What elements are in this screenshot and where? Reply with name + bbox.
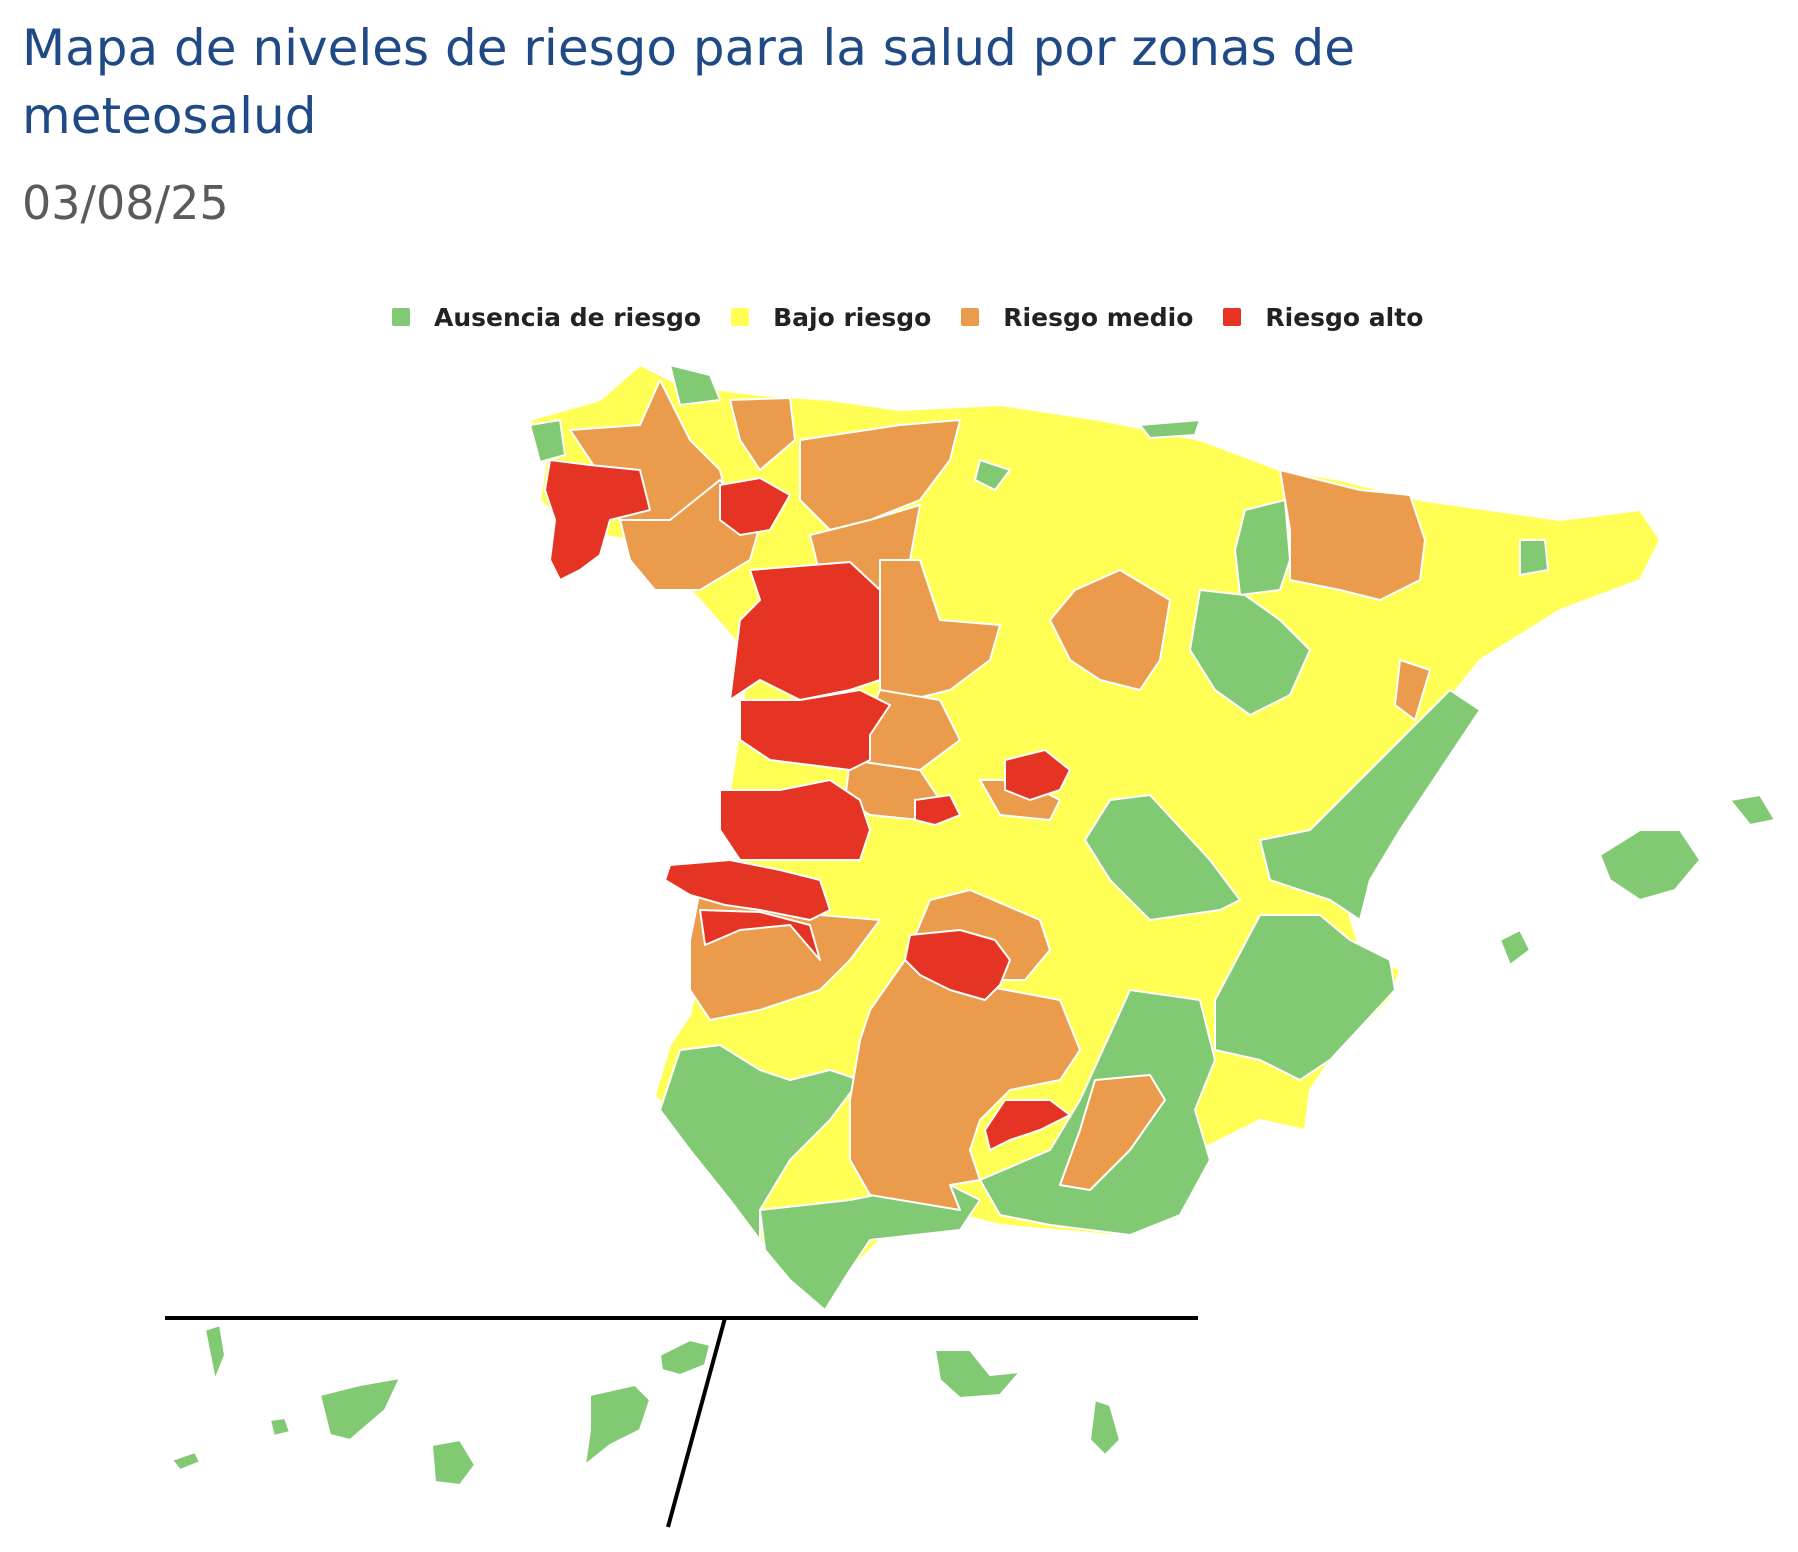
map-region-red[interactable] xyxy=(664,859,831,921)
legend-swatch-yellow xyxy=(731,308,750,326)
page-title: Mapa de niveles de riesgo para la salud … xyxy=(22,19,1356,145)
map-region-green[interactable] xyxy=(659,1044,861,1241)
map-region-orange[interactable] xyxy=(729,397,796,471)
map-region-ceuta[interactable] xyxy=(934,1349,1021,1399)
map-region-red[interactable] xyxy=(699,909,821,961)
map-region-orange[interactable] xyxy=(1049,569,1171,691)
map-region-red[interactable] xyxy=(544,459,651,581)
map-region-fuerteventura[interactable] xyxy=(584,1384,651,1466)
map-region-ibiza[interactable] xyxy=(1499,929,1531,966)
map-region-menorca[interactable] xyxy=(1729,794,1776,826)
legend-item-medio[interactable]: Riesgo medio xyxy=(961,303,1193,332)
legend-label: Riesgo alto xyxy=(1265,302,1424,332)
map-region-orange[interactable] xyxy=(799,419,961,531)
legend-item-ausencia[interactable]: Ausencia de riesgo xyxy=(392,303,701,332)
map-region-green[interactable] xyxy=(1234,499,1291,596)
map-region-mallorca[interactable] xyxy=(1599,829,1701,901)
map-region-red[interactable] xyxy=(984,1099,1071,1151)
map-region-green[interactable] xyxy=(1189,589,1311,716)
map-region-melilla[interactable] xyxy=(1089,1399,1121,1456)
map-region-orange[interactable] xyxy=(849,959,1081,1211)
legend-label: Ausencia de riesgo xyxy=(434,302,702,332)
map-region-grancanaria[interactable] xyxy=(431,1439,476,1486)
map-region-orange[interactable] xyxy=(1279,469,1426,601)
map-region-red[interactable] xyxy=(904,929,1011,1001)
map-region-green[interactable] xyxy=(669,364,721,406)
map-legend: Ausencia de riesgo Bajo riesgo Riesgo me… xyxy=(392,300,1453,334)
inset-frame xyxy=(165,1316,1198,1528)
legend-item-bajo[interactable]: Bajo riesgo xyxy=(731,303,931,332)
legend-item-alto[interactable]: Riesgo alto xyxy=(1223,303,1423,332)
map-region-green[interactable] xyxy=(974,459,1011,491)
legend-label: Riesgo medio xyxy=(1003,302,1194,332)
map-region-red[interactable] xyxy=(1004,749,1071,801)
legend-swatch-red xyxy=(1223,308,1242,326)
map-region-green[interactable] xyxy=(1214,914,1396,1081)
map-region-lapalma[interactable] xyxy=(204,1324,226,1381)
map-region-lanzarote[interactable] xyxy=(659,1339,711,1376)
map-region-green[interactable] xyxy=(1084,794,1241,921)
map-region-hierro[interactable] xyxy=(171,1451,201,1471)
map-region-tenerife[interactable] xyxy=(319,1377,401,1441)
map-region-green[interactable] xyxy=(529,419,566,463)
map-region-green[interactable] xyxy=(1259,689,1481,921)
map-region-orange[interactable] xyxy=(1394,659,1431,721)
legend-swatch-orange xyxy=(961,308,980,326)
legend-label: Bajo riesgo xyxy=(773,302,932,332)
map-region-red[interactable] xyxy=(719,779,871,861)
map-region-gomera[interactable] xyxy=(269,1417,291,1437)
map-region-red[interactable] xyxy=(719,477,791,536)
map-region-orange[interactable] xyxy=(1059,1074,1166,1191)
map-date: 03/08/25 xyxy=(22,176,229,230)
map-region-green[interactable] xyxy=(1519,539,1549,576)
map-region-red[interactable] xyxy=(739,689,891,771)
legend-swatch-green xyxy=(392,308,410,326)
map-region-red[interactable] xyxy=(914,794,961,826)
map-region-green[interactable] xyxy=(1139,419,1201,439)
